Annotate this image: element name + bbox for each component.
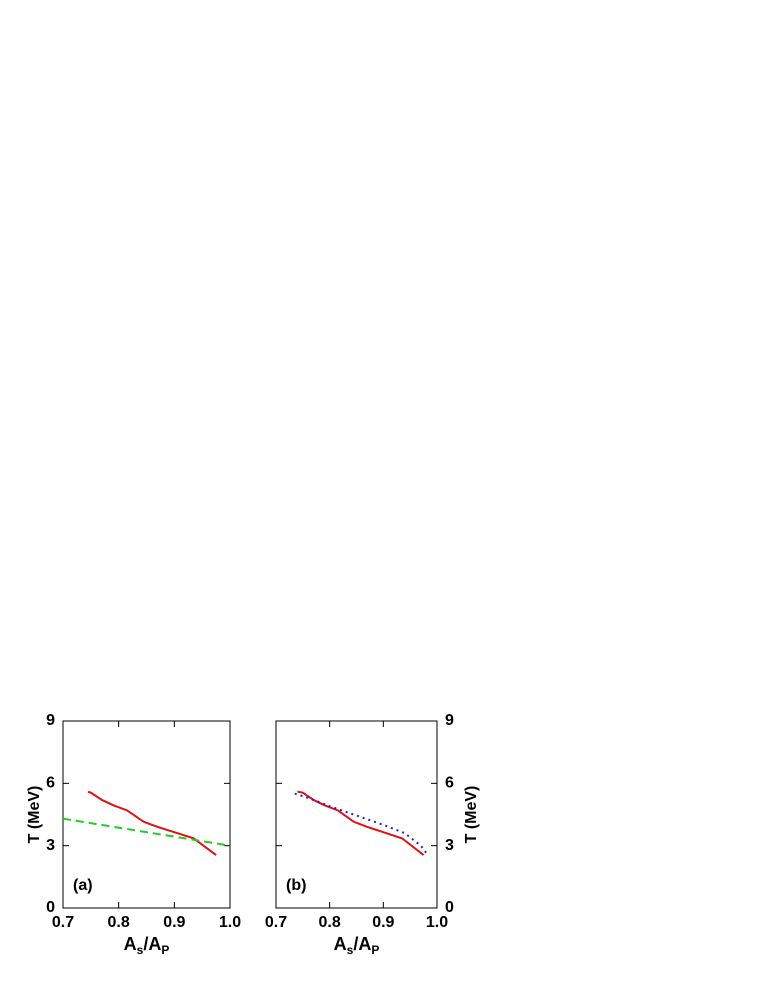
x-tick-label: 0.8	[319, 914, 341, 931]
data-line	[294, 792, 428, 854]
plot-frame	[275, 720, 438, 909]
y-tick-label: 3	[445, 837, 454, 854]
y-tick-label: 9	[445, 712, 454, 729]
y-axis-label: T (MeV)	[26, 786, 43, 844]
x-tick-label: 0.7	[52, 914, 74, 931]
data-line	[297, 790, 425, 856]
x-axis-label-sub: s	[347, 943, 354, 957]
data-line	[87, 790, 217, 856]
x-axis-label-main: A	[334, 934, 347, 954]
x-tick-label: 0.7	[265, 914, 287, 931]
y-tick-label: 3	[46, 837, 55, 854]
x-tick-label: 1.0	[426, 914, 448, 931]
x-tick-label: 0.8	[108, 914, 130, 931]
x-axis-label: As/AP	[334, 934, 380, 957]
y-tick-label: 6	[46, 775, 55, 792]
x-tick-label: 0.9	[163, 914, 185, 931]
x-axis-label-sub: P	[161, 943, 169, 957]
x-tick-label: 1.0	[219, 914, 241, 931]
panel-label: (a)	[73, 877, 93, 894]
data-line	[62, 817, 231, 847]
x-axis-label-sub: P	[371, 943, 379, 957]
y-axis-label: T (MeV)	[463, 786, 480, 844]
x-axis-label-sub: s	[137, 943, 144, 957]
y-tick-label: 0	[445, 899, 454, 916]
y-tick-label: 9	[46, 712, 55, 729]
y-tick-label: 6	[445, 775, 454, 792]
plot-frame	[62, 720, 231, 909]
x-axis-label-main: /A	[353, 934, 371, 954]
x-tick-label: 0.9	[372, 914, 394, 931]
x-axis-label-main: /A	[143, 934, 161, 954]
y-tick-label: 0	[46, 899, 55, 916]
x-axis-label: As/AP	[124, 934, 170, 957]
x-axis-label-main: A	[124, 934, 137, 954]
panel-label: (b)	[286, 877, 306, 894]
